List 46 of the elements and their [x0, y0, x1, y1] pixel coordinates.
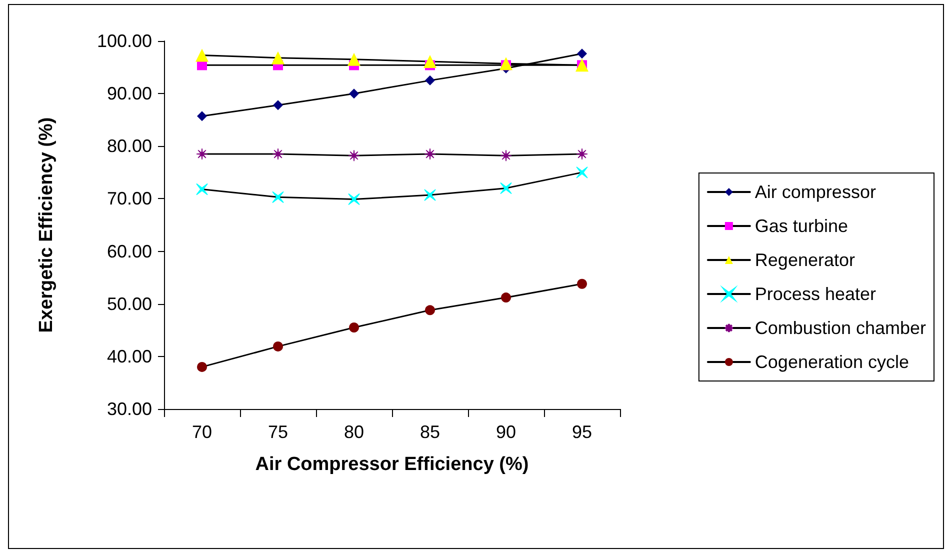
point — [349, 322, 359, 333]
y-tick-label: 30.00 — [106, 399, 152, 419]
y-axis-title: Exergetic Efficiency (%) — [36, 117, 57, 333]
legend-label: Cogeneration cycle — [754, 352, 910, 372]
x-tick-label: 85 — [420, 422, 440, 442]
legend-label: Process heater — [754, 284, 876, 304]
y-tick-label: 40.00 — [106, 346, 152, 366]
point — [348, 52, 360, 66]
x-tick-label: 80 — [344, 422, 364, 442]
point — [424, 189, 436, 201]
point — [425, 305, 435, 316]
y-tick-label: 50.00 — [106, 294, 152, 314]
x-tick-label: 75 — [268, 422, 288, 442]
point — [197, 111, 207, 122]
legend-label: Combustion chamber — [754, 318, 926, 338]
x-tick-label: 70 — [192, 422, 212, 442]
y-tick-label: 80.00 — [106, 136, 152, 156]
point — [272, 191, 284, 204]
point — [349, 88, 359, 99]
point — [500, 150, 512, 162]
point — [272, 51, 284, 64]
point — [196, 48, 208, 62]
point — [500, 57, 512, 70]
x-tick-label: 95 — [572, 422, 592, 442]
point — [500, 182, 512, 194]
y-tick-label: 60.00 — [106, 241, 152, 262]
point — [196, 183, 208, 196]
x-tick-label: 90 — [496, 422, 516, 442]
legend-label: Gas turbine — [754, 216, 848, 236]
y-tick-label: 70.00 — [106, 188, 152, 209]
point — [273, 341, 283, 352]
point — [348, 193, 360, 206]
x-axis-title: Air Compressor Efficiency (%) — [255, 454, 529, 475]
point — [348, 150, 360, 162]
y-tick-label: 100.00 — [96, 31, 152, 51]
point — [577, 48, 587, 59]
point — [197, 362, 207, 372]
y-tick-label: 90.00 — [106, 84, 152, 104]
legend-label: Air compressor — [754, 182, 876, 202]
point — [425, 75, 435, 86]
point — [577, 278, 587, 289]
point — [273, 100, 283, 110]
legend-label: Regenerator — [754, 250, 855, 270]
point — [576, 166, 588, 178]
point — [424, 55, 436, 68]
point — [501, 292, 511, 303]
